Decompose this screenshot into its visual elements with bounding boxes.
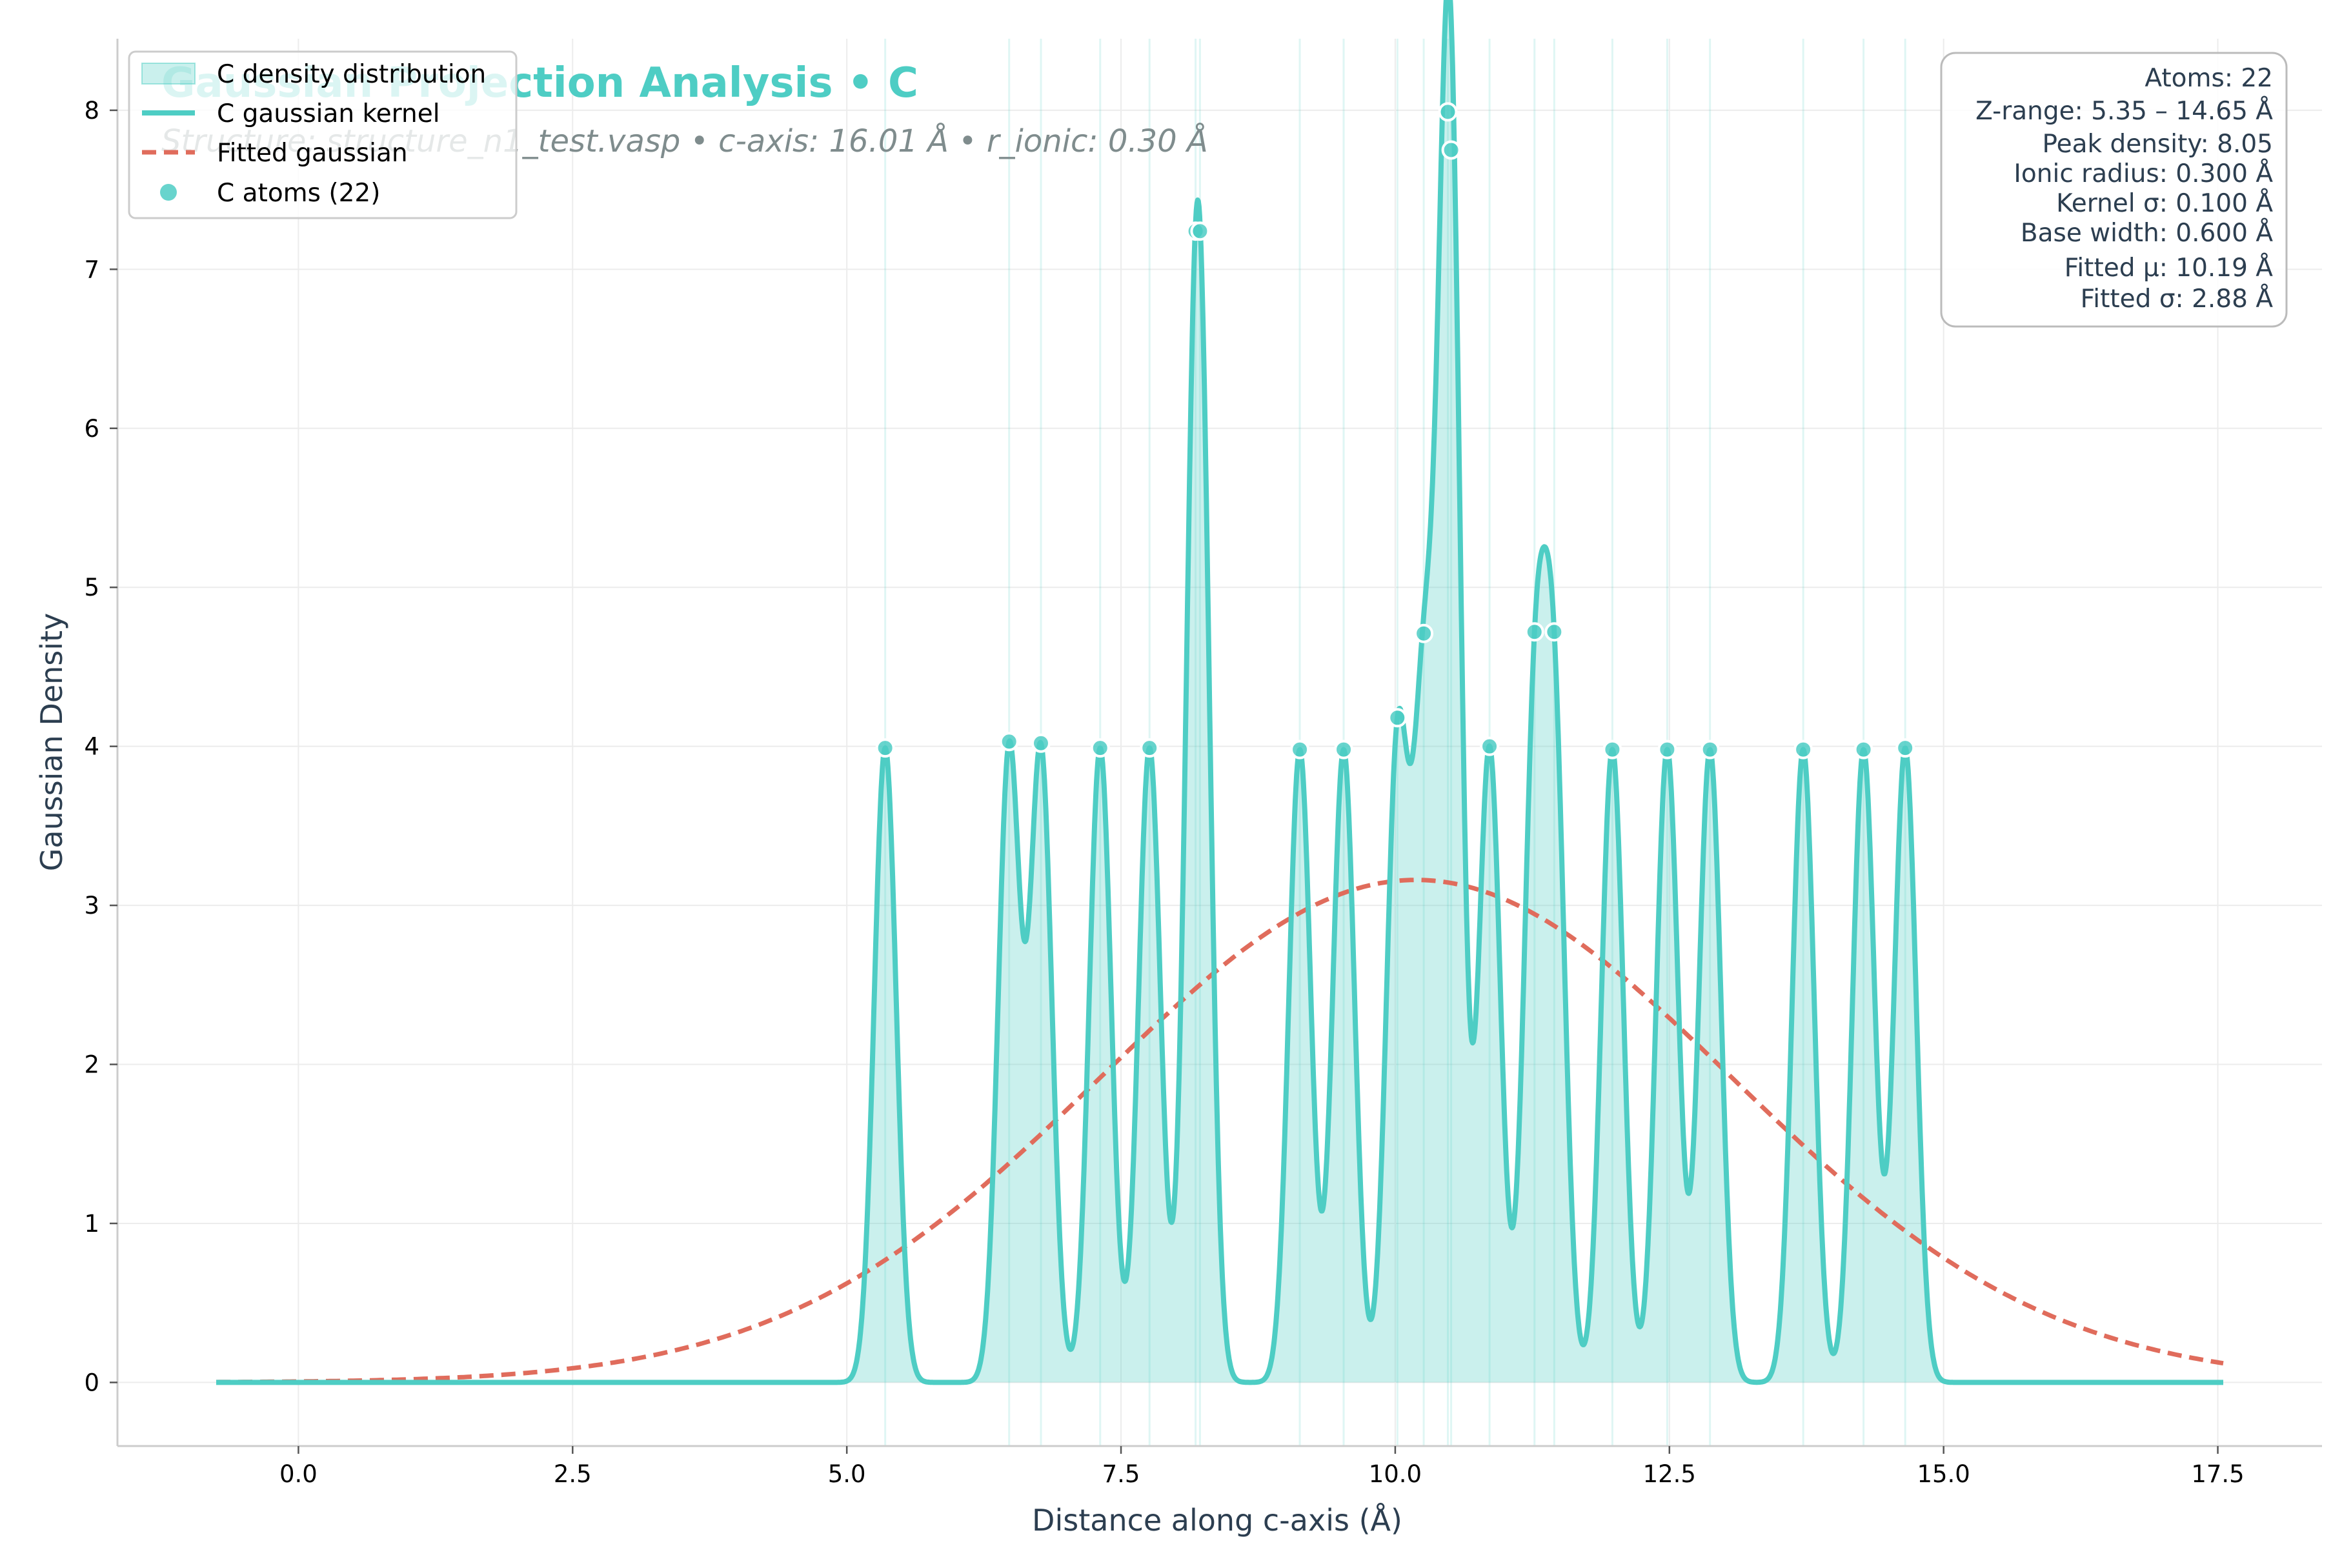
stats-z-range: Z-range: 5.35 – 14.65 Å bbox=[1975, 95, 2273, 126]
atom-point bbox=[1700, 739, 1720, 759]
stats-base-width: Base width: 0.600 Å bbox=[2021, 217, 2273, 248]
atom-point bbox=[1031, 733, 1051, 753]
y-tick-label: 6 bbox=[84, 415, 99, 443]
atom-point bbox=[1544, 622, 1564, 642]
atom-point bbox=[1602, 739, 1622, 759]
atom-point bbox=[1090, 738, 1110, 758]
atom-point bbox=[1657, 739, 1677, 759]
stats-peak-density: Peak density: 8.05 bbox=[2042, 130, 2273, 159]
y-tick-label: 2 bbox=[84, 1051, 99, 1079]
atom-point bbox=[1290, 739, 1310, 759]
x-tick-label: 12.5 bbox=[1643, 1460, 1696, 1488]
y-tick-label: 1 bbox=[84, 1210, 99, 1238]
x-tick-label: 17.5 bbox=[2191, 1460, 2244, 1488]
x-tick-label: 5.0 bbox=[828, 1460, 866, 1488]
y-tick-label: 3 bbox=[84, 892, 99, 920]
stats-box: Atoms: 22 Z-range: 5.35 – 14.65 Å Peak d… bbox=[1940, 52, 2288, 328]
atom-point bbox=[1438, 102, 1458, 122]
y-axis-ticks: 0 1 2 3 4 5 6 7 8 bbox=[84, 97, 117, 1396]
y-tick-label: 8 bbox=[84, 97, 99, 125]
x-axis-label: Distance along c-axis (Å) bbox=[1032, 1503, 1402, 1538]
y-tick-label: 7 bbox=[84, 256, 99, 283]
x-tick-label: 7.5 bbox=[1102, 1460, 1140, 1488]
legend-box bbox=[128, 50, 518, 219]
fitted-gaussian-line bbox=[216, 878, 2224, 1385]
stats-kernel-sigma: Kernel σ: 0.100 Å bbox=[2056, 188, 2273, 218]
y-tick-label: 5 bbox=[84, 574, 99, 601]
atom-point bbox=[875, 738, 895, 758]
atom-point bbox=[1441, 140, 1461, 160]
y-axis-label: Gaussian Density bbox=[34, 613, 69, 872]
atom-point bbox=[1140, 738, 1160, 758]
atom-point bbox=[1853, 739, 1873, 759]
stats-ionic-radius: Ionic radius: 0.300 Å bbox=[2014, 158, 2273, 188]
stats-atoms: Atoms: 22 bbox=[2145, 64, 2273, 93]
x-tick-label: 15.0 bbox=[1917, 1460, 1970, 1488]
atom-point bbox=[1895, 738, 1915, 758]
x-tick-label: 0.0 bbox=[279, 1460, 318, 1488]
legend-label-fit: Fitted gaussian bbox=[217, 139, 408, 168]
y-tick-label: 4 bbox=[84, 733, 99, 761]
legend-label-area: C density distribution bbox=[217, 60, 486, 89]
legend-swatch-atoms bbox=[160, 184, 177, 201]
atom-point bbox=[1793, 739, 1813, 759]
x-tick-label: 2.5 bbox=[554, 1460, 592, 1488]
atom-points bbox=[875, 102, 1915, 759]
atom-point bbox=[1190, 221, 1210, 241]
gaussian-kernel-line bbox=[214, 0, 2225, 1385]
atom-point bbox=[1334, 739, 1354, 759]
legend-swatch-area bbox=[141, 63, 196, 85]
atom-point bbox=[1414, 623, 1434, 643]
y-tick-label: 0 bbox=[84, 1369, 99, 1396]
stats-fitted-sigma: Fitted σ: 2.88 Å bbox=[2081, 283, 2274, 314]
stats-fitted-mu: Fitted μ: 10.19 Å bbox=[2064, 252, 2274, 283]
atom-point bbox=[1388, 708, 1408, 728]
x-axis-ticks: 0.0 2.5 5.0 7.5 10.0 12.5 15.0 17.5 bbox=[279, 1446, 2245, 1488]
atom-point bbox=[1524, 622, 1544, 642]
atom-point bbox=[1480, 736, 1500, 756]
x-tick-label: 10.0 bbox=[1369, 1460, 1422, 1488]
atom-point bbox=[999, 732, 1019, 752]
legend: C density distribution C gaussian kernel… bbox=[128, 50, 518, 219]
legend-label-kernel: C gaussian kernel bbox=[217, 99, 440, 128]
legend-label-atoms: C atoms (22) bbox=[217, 179, 380, 208]
stats-box-frame bbox=[1940, 52, 2288, 328]
